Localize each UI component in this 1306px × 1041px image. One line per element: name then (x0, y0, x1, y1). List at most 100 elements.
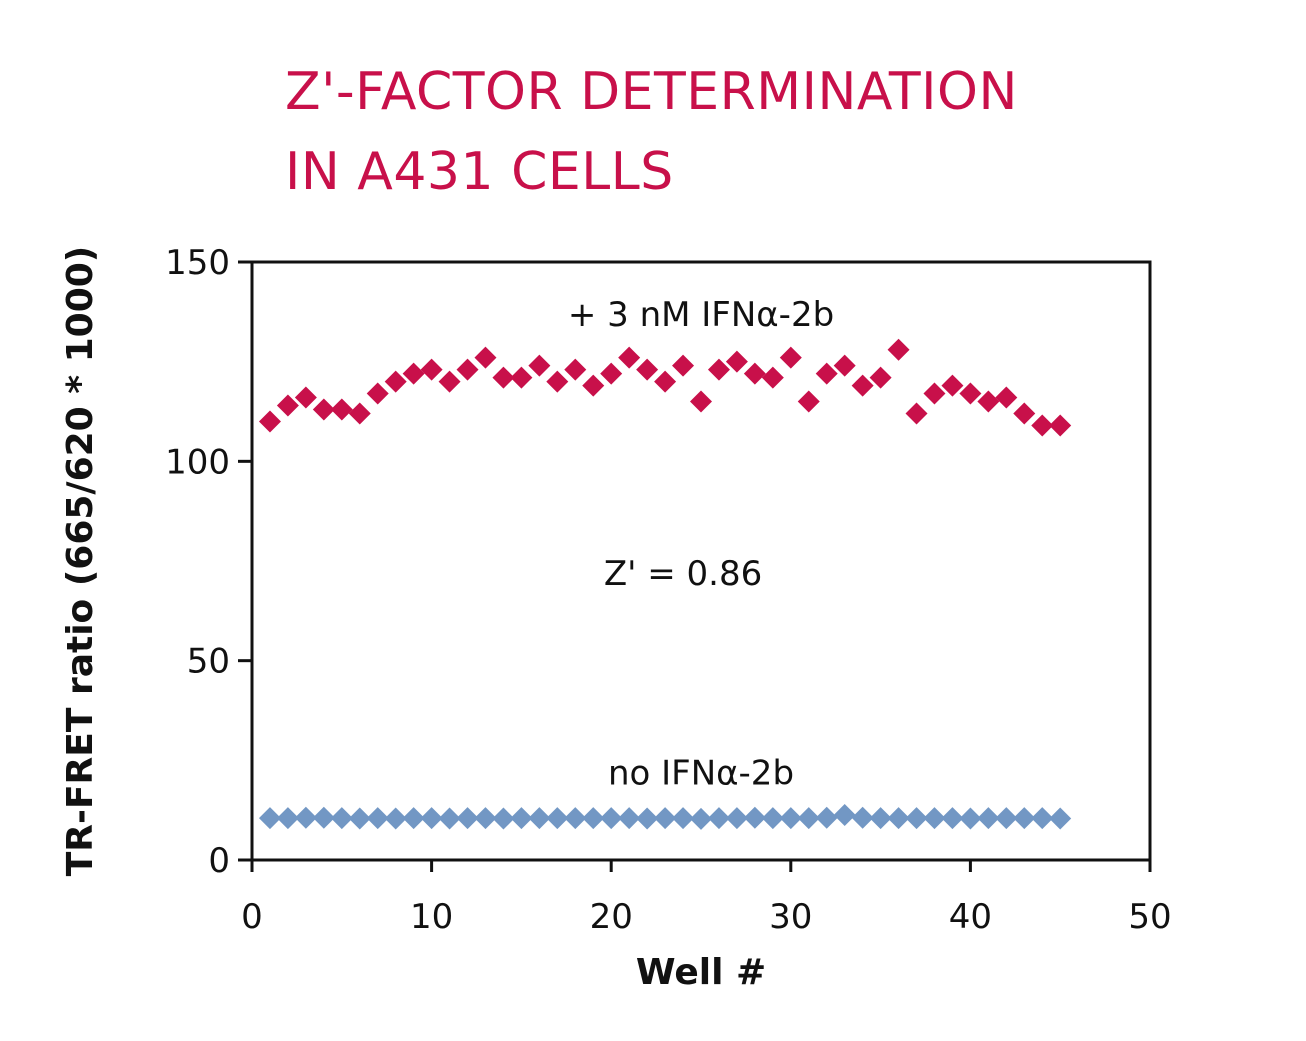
untreated-point (995, 807, 1018, 830)
ifn-treated-point (815, 362, 838, 385)
untreated-point (528, 807, 551, 830)
untreated-point (366, 807, 389, 830)
untreated-point (384, 807, 407, 830)
ifn-treated-point (276, 394, 299, 417)
ifn-treated-point (438, 370, 461, 393)
ifn-treated-point (851, 374, 874, 397)
ifn-treated-point (564, 358, 587, 381)
ifn-treated-point (546, 370, 569, 393)
untreated-point (492, 807, 515, 830)
ifn-treated-point (384, 370, 407, 393)
ifn-treated-point (420, 358, 443, 381)
ifn-treated-point (654, 370, 677, 393)
x-tick-label: 10 (410, 897, 453, 937)
chart-title-line-1: Z'-FACTOR DETERMINATION (285, 62, 1018, 122)
ifn-treated-point (905, 402, 928, 425)
ifn-treated-point (995, 386, 1018, 409)
untreated-point (438, 807, 461, 830)
ifn-treated-point (923, 382, 946, 405)
untreated-point (923, 807, 946, 830)
untreated-point (402, 807, 425, 830)
untreated-point (618, 807, 641, 830)
ifn-treated-point (312, 398, 335, 421)
untreated-point (815, 806, 838, 829)
plot-frame (250, 260, 1152, 862)
ifn-treated-point (528, 354, 551, 377)
x-tick-label: 40 (949, 897, 992, 937)
untreated-point (725, 807, 748, 830)
ifn-treated-point (672, 354, 695, 377)
ifn-treated-point (887, 338, 910, 361)
untreated-point (707, 807, 730, 830)
untreated-point (779, 807, 802, 830)
chart-title-line-2: IN A431 CELLS (285, 142, 674, 202)
ifn-treated-point (456, 358, 479, 381)
z-prime-annotation: Z' = 0.86 (604, 554, 762, 594)
ifn-treated-point (869, 366, 892, 389)
ifn-treated-point (402, 362, 425, 385)
ifn-treated-point (690, 390, 712, 413)
ifn-treated-point (258, 410, 281, 433)
untreated-point (330, 807, 353, 830)
x-tick-label: 50 (1128, 897, 1171, 937)
ifn-treated-point (725, 350, 748, 373)
ifn-treated-point (492, 366, 515, 389)
ifn-treated-point (977, 390, 1000, 413)
y-tick-label: 100 (165, 442, 230, 482)
untreated-point (456, 807, 479, 830)
untreated-point (797, 807, 820, 830)
untreated-point (348, 807, 371, 830)
ifn-treated-point (743, 362, 766, 385)
ifn-treated-point (330, 398, 353, 421)
ifn-treated-point (707, 358, 730, 381)
untreated-point (654, 807, 677, 830)
ifn-treated-point (959, 382, 982, 405)
ifn-treated-point (1031, 414, 1054, 437)
ifn-treated-point (1049, 414, 1072, 437)
untreated-point (564, 807, 587, 830)
untreated-point (546, 807, 569, 830)
untreated-point (977, 807, 1000, 830)
untreated-point (582, 807, 605, 830)
ifn-treated-point (833, 354, 856, 377)
ifn-treated-point (941, 374, 964, 397)
y-axis-title: TR-FRET ratio (665/620 * 1000) (60, 246, 101, 877)
untreated-point (690, 807, 712, 830)
untreated-point (959, 807, 982, 830)
untreated-point (420, 807, 443, 830)
ifn-treated-point (366, 382, 389, 405)
x-tick-label: 0 (241, 897, 263, 937)
untreated-point (636, 807, 659, 830)
untreated-point (905, 807, 928, 830)
ifn-treated-point (636, 358, 659, 381)
ifn-treated-point (600, 362, 623, 385)
ifn-treated-point (797, 390, 820, 413)
series-label-treated: + 3 nM IFNα-2b (568, 295, 834, 335)
ifn-treated-point (474, 346, 497, 369)
ifn-treated-point (779, 346, 802, 369)
x-tick-label: 20 (590, 897, 633, 937)
untreated-point (1013, 807, 1036, 830)
untreated-point (869, 807, 892, 830)
untreated-point (276, 807, 299, 830)
untreated-point (672, 807, 695, 830)
untreated-point (258, 807, 281, 830)
ifn-treated-point (1013, 402, 1036, 425)
y-tick-label: 150 (165, 243, 230, 283)
untreated-point (600, 807, 623, 830)
untreated-point (294, 806, 317, 829)
untreated-point (887, 807, 910, 830)
chart-annotations: + 3 nM IFNα-2b no IFNα-2b Z' = 0.86 (568, 295, 834, 793)
untreated-point (851, 806, 874, 829)
ifn-treated-point (618, 346, 641, 369)
ifn-treated-point (348, 402, 371, 425)
untreated-point (510, 807, 533, 830)
y-tick-label: 50 (187, 642, 230, 682)
y-tick-label: 0 (208, 841, 230, 881)
data-points (258, 338, 1072, 830)
untreated-point (474, 807, 497, 830)
ifn-treated-point (582, 374, 605, 397)
untreated-point (1049, 807, 1072, 830)
untreated-point (312, 806, 335, 829)
